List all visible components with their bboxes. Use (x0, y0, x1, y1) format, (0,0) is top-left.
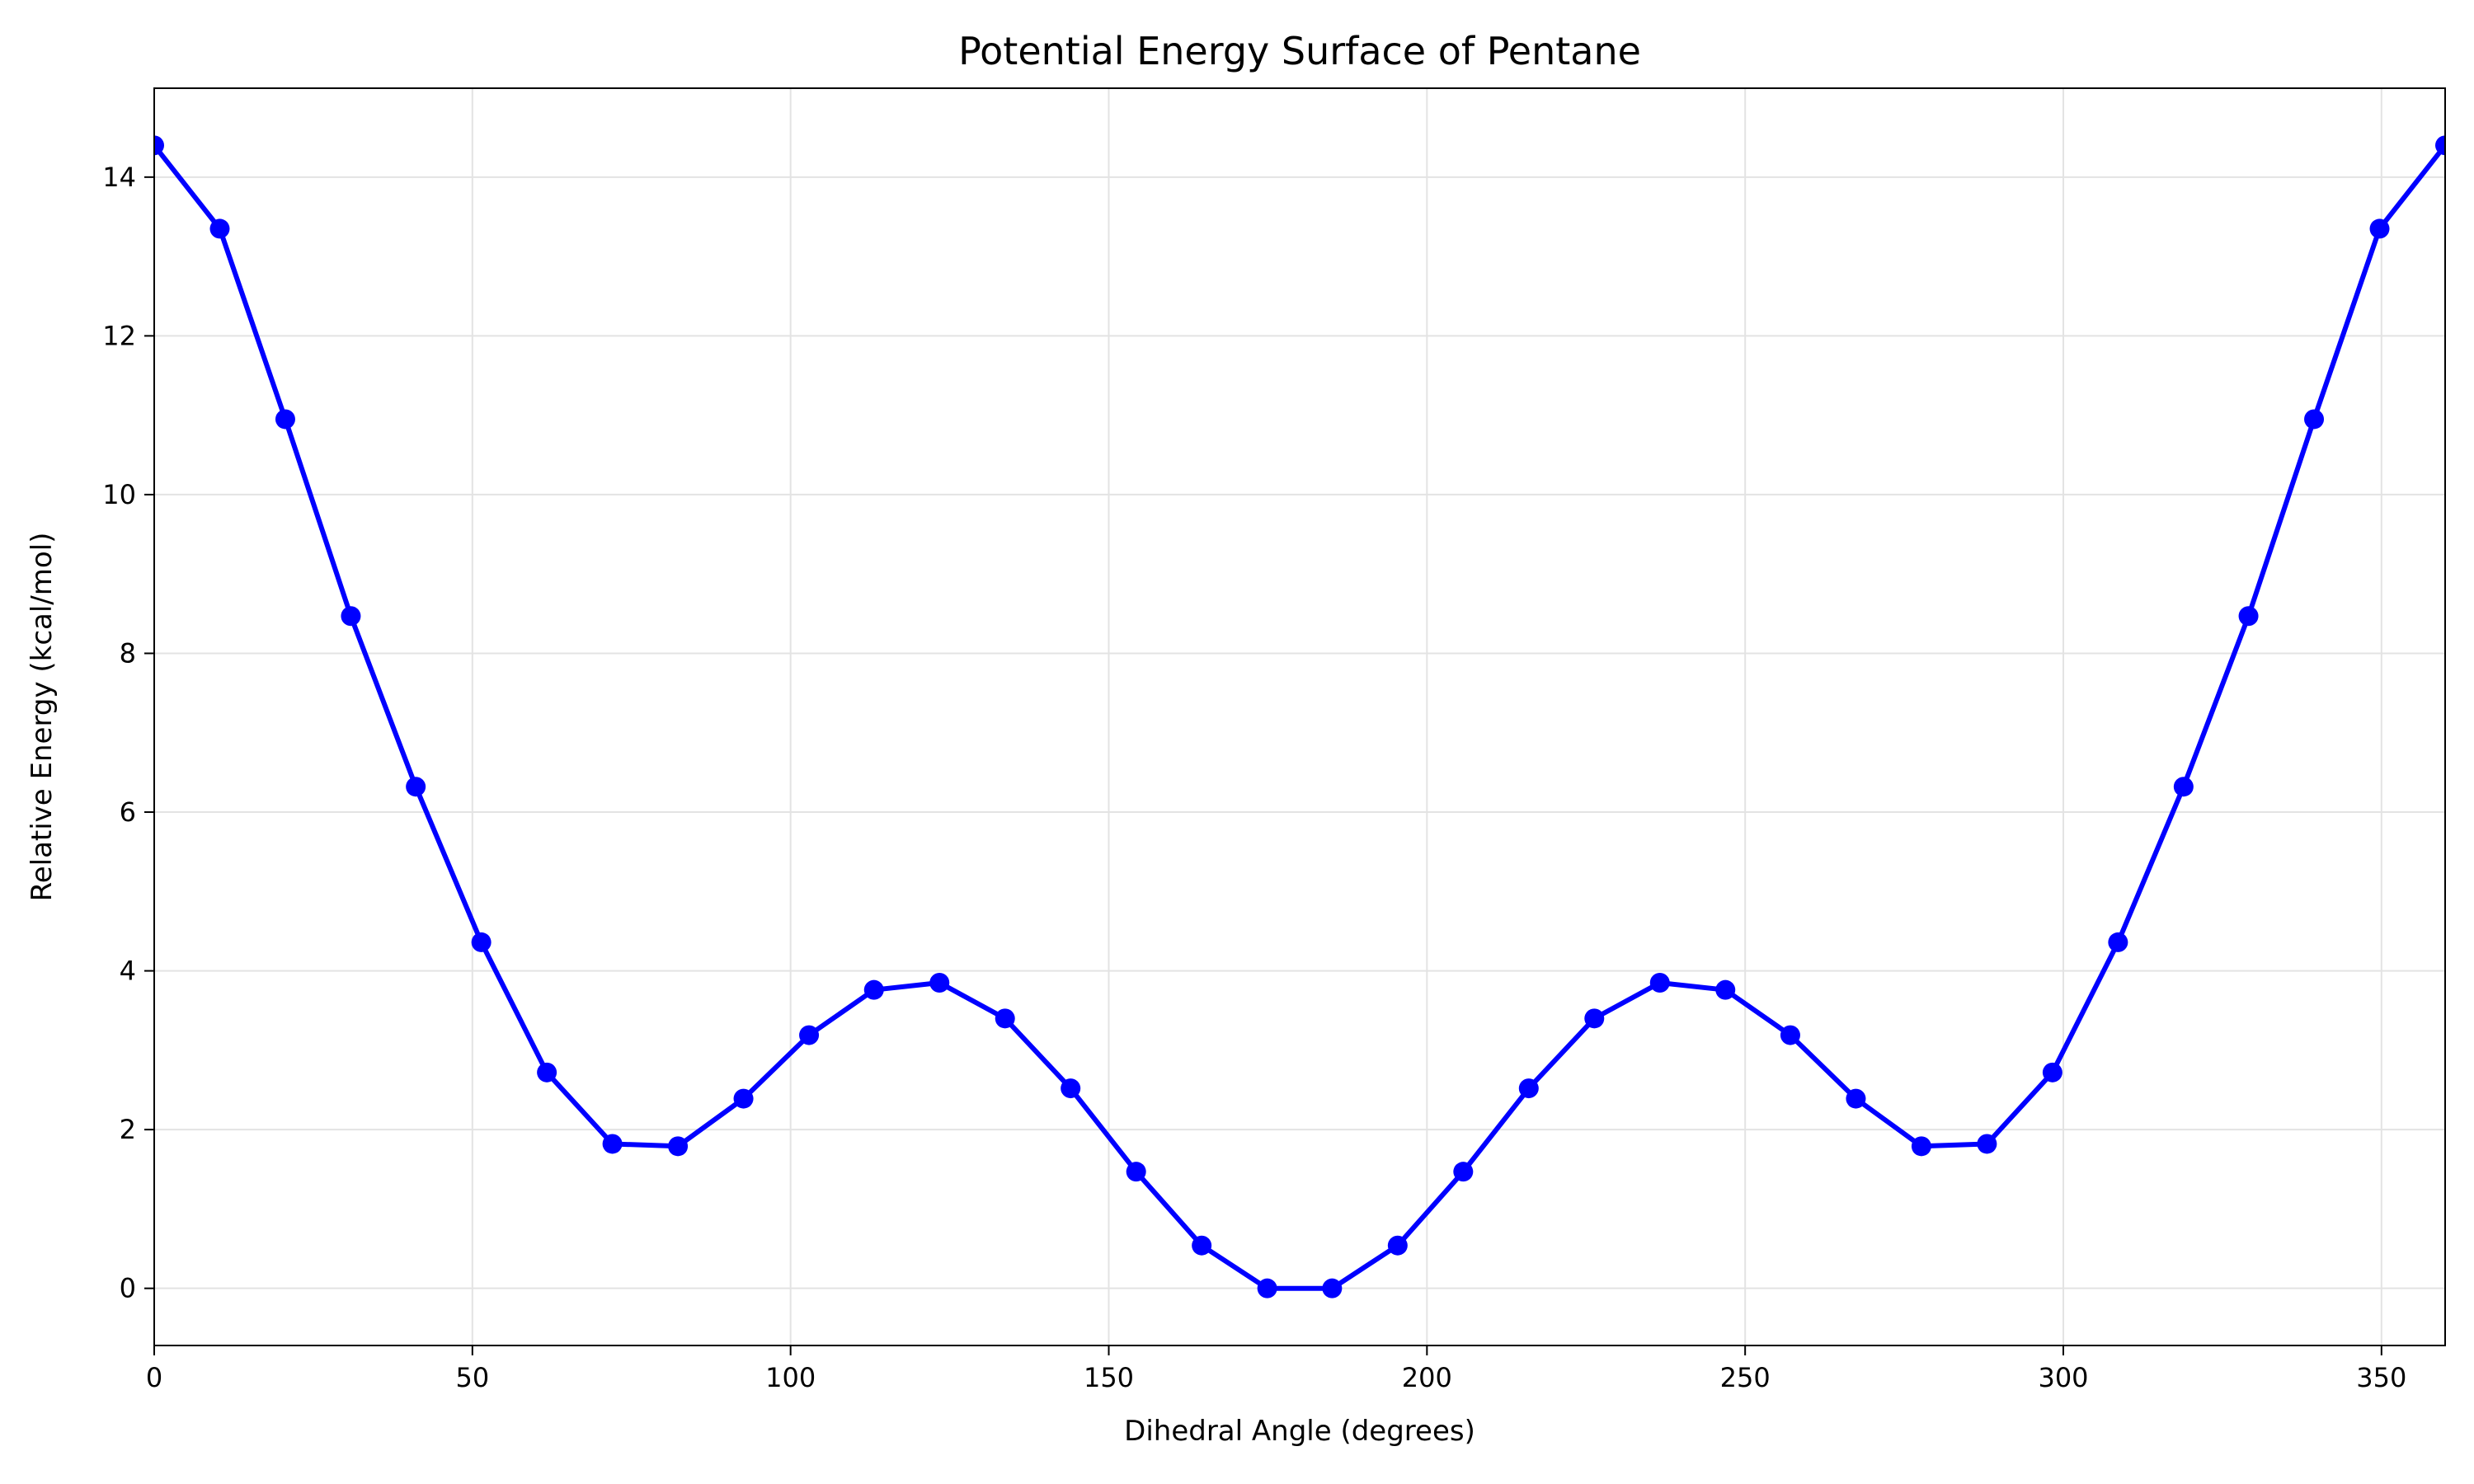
data-point (929, 973, 950, 993)
data-point (1192, 1235, 1212, 1256)
y-tick-label: 12 (102, 320, 136, 351)
x-tick-label: 0 (146, 1362, 162, 1393)
chart-title: Potential Energy Surface of Pentane (958, 29, 1641, 73)
y-tick-label: 8 (120, 637, 136, 669)
data-point (1322, 1278, 1343, 1298)
data-point (341, 606, 361, 627)
data-point (2238, 606, 2259, 627)
data-point (1977, 1134, 1997, 1154)
y-tick-label: 10 (102, 479, 136, 510)
y-tick-label: 2 (120, 1114, 136, 1145)
series-layer (154, 135, 2445, 1298)
data-point (1387, 1235, 1408, 1256)
data-point (1715, 979, 1736, 1000)
data-point (275, 409, 295, 430)
data-point (1584, 1008, 1605, 1029)
data-point (1846, 1088, 1866, 1109)
data-point (1780, 1025, 1800, 1045)
data-point (602, 1134, 623, 1154)
data-point (2304, 409, 2325, 430)
data-point (406, 777, 426, 797)
data-point (863, 979, 884, 1000)
data-point (537, 1062, 557, 1082)
data-point (668, 1136, 689, 1157)
x-tick-label: 100 (765, 1362, 816, 1393)
grid-layer (153, 88, 2445, 1345)
x-axis-label: Dihedral Angle (degrees) (1124, 1415, 1475, 1448)
data-point (2108, 932, 2128, 952)
data-point (2173, 777, 2194, 797)
plot-frame (153, 87, 2446, 1346)
data-point (471, 932, 492, 952)
x-tick-label: 50 (455, 1362, 489, 1393)
x-tick-label: 350 (2356, 1362, 2406, 1393)
y-tick-label: 4 (120, 956, 136, 987)
data-point (2369, 218, 2390, 239)
y-axis-label: Relative Energy (kcal/mol) (26, 533, 59, 902)
data-point (1257, 1278, 1277, 1298)
data-point (995, 1008, 1015, 1029)
data-point (1126, 1162, 1146, 1182)
tick-layer: 0 50 100 150 200 250 300 350 0 2 4 6 8 10 12 14 (102, 162, 2406, 1393)
data-point (1061, 1078, 1081, 1099)
data-point (2042, 1062, 2062, 1082)
x-tick-label: 250 (1720, 1362, 1771, 1393)
x-tick-label: 150 (1084, 1362, 1134, 1393)
data-point (1649, 973, 1670, 993)
x-tick-label: 300 (2038, 1362, 2088, 1393)
data-point (1911, 1136, 1931, 1157)
data-point (733, 1088, 754, 1109)
y-tick-label: 14 (102, 162, 136, 193)
data-point (209, 218, 230, 239)
data-point (154, 135, 164, 156)
y-tick-label: 6 (120, 796, 136, 828)
data-point (1453, 1162, 1474, 1182)
series-line (154, 143, 2445, 1291)
data-point (1518, 1078, 1539, 1099)
x-tick-label: 200 (1402, 1362, 1452, 1393)
y-tick-label: 0 (120, 1273, 136, 1304)
data-point (2435, 135, 2445, 156)
data-point (799, 1025, 820, 1045)
